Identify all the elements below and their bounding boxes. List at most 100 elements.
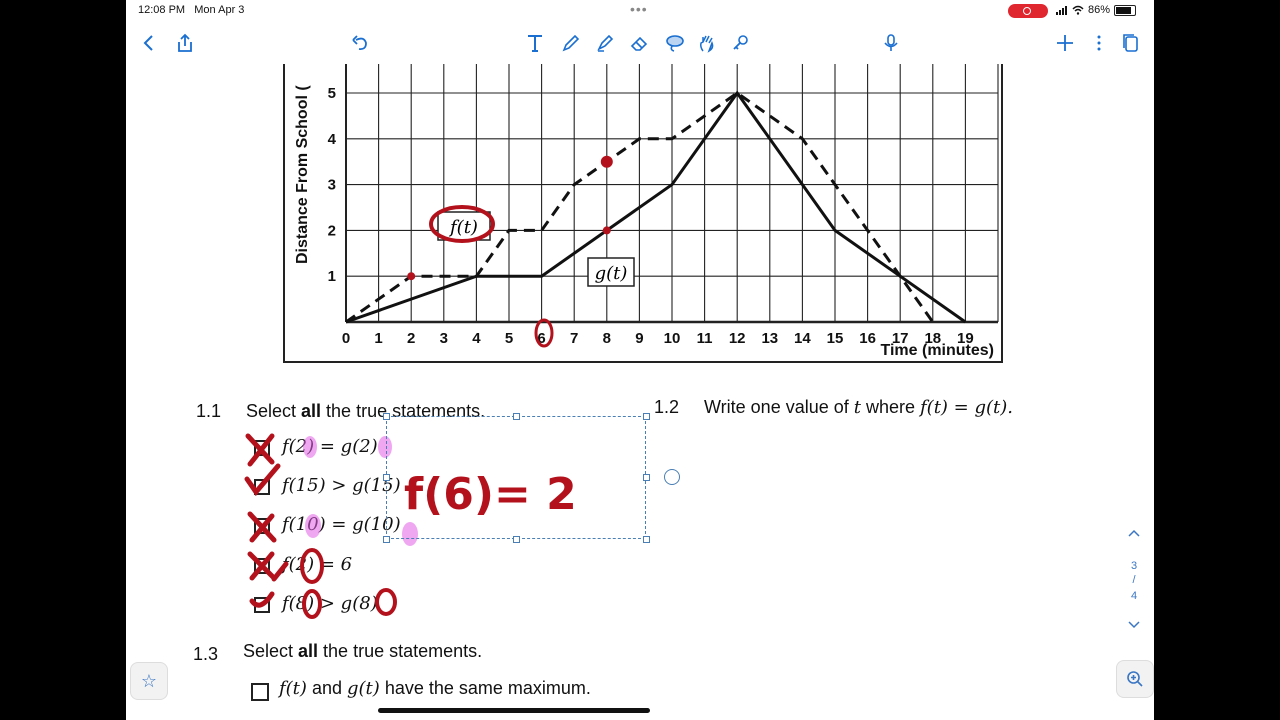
x-tick-label: 4	[472, 330, 481, 347]
q13-number: 1.3	[193, 644, 219, 664]
q12-number: 1.2	[654, 397, 680, 417]
y-tick-label: 2	[328, 222, 336, 239]
f-label-ink-circle	[429, 205, 495, 243]
tick-6-ink-circle	[534, 318, 554, 348]
resize-handle-tl[interactable]	[383, 413, 390, 420]
series-line-g	[345, 90, 967, 324]
battery-icon	[1114, 4, 1137, 16]
resize-handle-br[interactable]	[643, 536, 650, 543]
q11-checkbox-5[interactable]	[254, 597, 270, 613]
lasso-icon[interactable]	[662, 30, 688, 56]
g-label-box	[587, 257, 635, 287]
battery-percent: 86%	[1088, 4, 1111, 16]
x-ticks: 0 1 2 3 4 5 6 7 8 9 10 11 12 13 14 15 16 17 18 19	[342, 330, 974, 347]
x-tick-label: 19	[957, 330, 974, 347]
x-tick-label: 0	[342, 330, 350, 347]
page-indicator: 3 / 4	[1116, 460, 1152, 640]
signal-icon	[1056, 6, 1067, 15]
page-down-icon[interactable]	[1116, 620, 1152, 632]
ink-dot	[602, 226, 611, 235]
add-page-icon[interactable]	[1052, 30, 1078, 56]
x-tick-label: 13	[761, 330, 778, 347]
y-tick-label: 3	[328, 177, 336, 194]
q11-option-3: f(10) = g(10)	[282, 514, 401, 535]
y-tick-label: 4	[328, 131, 337, 148]
page-current: 3	[1130, 560, 1138, 572]
q11-number: 1.1	[196, 401, 222, 421]
ink-marks	[407, 155, 613, 281]
multitask-dots-icon[interactable]: •••	[630, 1, 648, 17]
ink-dot	[600, 155, 613, 168]
q11-checkbox-1[interactable]	[254, 440, 270, 456]
microphone-icon[interactable]	[878, 30, 904, 56]
q11-option-2: f(15) > g(15)	[282, 475, 401, 496]
series-lines	[345, 90, 967, 324]
share-icon[interactable]	[172, 30, 198, 56]
page-up-icon[interactable]	[1116, 528, 1152, 540]
more-icon[interactable]	[1086, 30, 1112, 56]
x-tick-label: 18	[924, 330, 941, 347]
x-tick-label: 15	[827, 330, 844, 347]
q11-checkbox-2[interactable]	[254, 479, 270, 495]
x-tick-label: 6	[537, 330, 545, 347]
screen-record-indicator[interactable]	[1008, 4, 1048, 18]
highlighter-icon[interactable]	[592, 30, 618, 56]
x-tick-label: 8	[603, 330, 611, 347]
document-page[interactable]: Distance From School ( Time (minutes) 0 1…	[126, 64, 1154, 720]
x-tick-label: 7	[570, 330, 578, 347]
x-tick-label: 2	[407, 330, 415, 347]
home-indicator[interactable]	[378, 708, 650, 713]
x-tick-label: 14	[794, 330, 811, 347]
x-axis-label: Time (minutes)	[881, 342, 995, 359]
x-tick-label: 17	[892, 330, 909, 347]
wifi-icon	[1072, 5, 1084, 15]
x-tick-label: 16	[859, 330, 876, 347]
resize-handle-bl[interactable]	[383, 536, 390, 543]
q11-option-5: f(8) > g(8)	[282, 593, 378, 614]
x-tick-label: 1	[374, 330, 382, 347]
graph-grid	[345, 64, 999, 324]
eraser-icon[interactable]	[626, 30, 652, 56]
f-label: f(t)	[448, 217, 478, 238]
zoom-icon[interactable]	[1116, 660, 1154, 698]
status-bar: 12:08 PM Mon Apr 3 ••• 86%	[126, 0, 1154, 22]
q13-checkbox-1[interactable]	[251, 683, 269, 701]
resize-handle-b[interactable]	[513, 536, 520, 543]
graph-frame	[283, 64, 1003, 363]
resize-handle-l[interactable]	[383, 474, 390, 481]
distance-time-graph: Distance From School ( Time (minutes) 0 1…	[283, 64, 1003, 363]
q11-checkbox-3[interactable]	[254, 518, 270, 534]
y-ticks: 1 2 3 4 5	[328, 85, 337, 285]
x-tick-label: 10	[664, 330, 681, 347]
g-label: g(t)	[595, 263, 628, 284]
ink-dot	[407, 272, 416, 281]
resize-handle-tr[interactable]	[643, 413, 650, 420]
x-tick-label: 3	[440, 330, 448, 347]
shapes-icon[interactable]	[728, 30, 754, 56]
y-axis-label: Distance From School (	[294, 85, 311, 264]
resize-handle-t[interactable]	[513, 413, 520, 420]
favorite-star-icon[interactable]: ☆	[130, 662, 168, 700]
q13-prompt: Select all the true statements.	[243, 641, 483, 661]
y-tick-label: 5	[328, 85, 336, 102]
y-tick-label: 1	[328, 268, 336, 285]
undo-icon[interactable]	[348, 30, 374, 56]
back-icon[interactable]	[136, 30, 162, 56]
hand-icon[interactable]	[694, 30, 720, 56]
lasso-selection-box[interactable]	[386, 416, 646, 539]
x-tick-label: 5	[505, 330, 513, 347]
pen-tool-icon[interactable]	[558, 30, 584, 56]
rotate-handle-icon[interactable]	[664, 469, 680, 485]
status-time: 12:08 PM Mon Apr 3	[138, 4, 245, 16]
q12-prompt: Write one value of t where f(t) = g(t).	[704, 397, 1014, 418]
status-right: 86%	[1056, 4, 1137, 16]
resize-handle-r[interactable]	[643, 474, 650, 481]
x-tick-label: 9	[635, 330, 643, 347]
pages-icon[interactable]	[1118, 30, 1144, 56]
page-total: 4	[1130, 590, 1138, 602]
text-tool-icon[interactable]	[522, 30, 548, 56]
q11-option-1: f(2) = g(2)	[282, 436, 378, 457]
q11-checkbox-4[interactable]	[254, 558, 270, 574]
x-tick-label: 11	[697, 330, 713, 347]
q11-option-4: f(2) = 6	[282, 554, 353, 575]
